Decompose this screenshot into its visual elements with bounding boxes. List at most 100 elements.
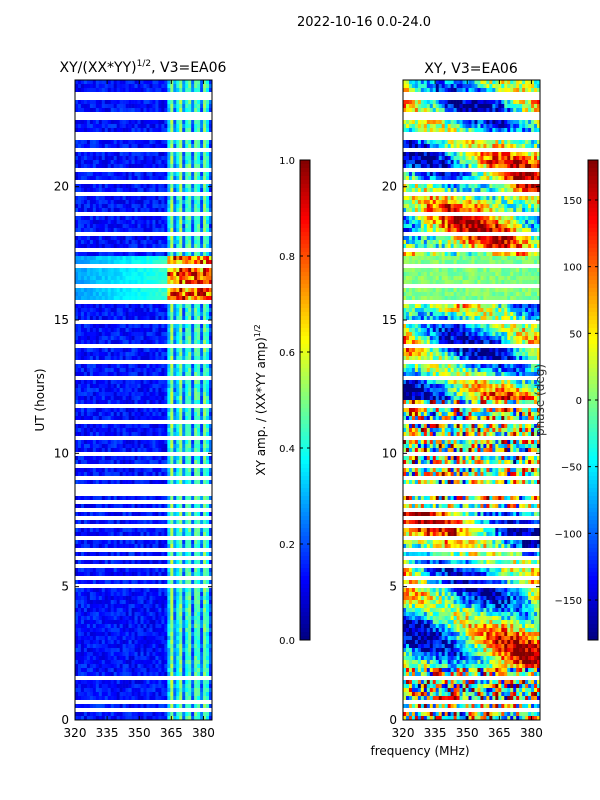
amp-heatmap-cell xyxy=(101,228,106,233)
amp-heatmap-cell xyxy=(89,304,94,309)
amp-heatmap-cell xyxy=(107,340,112,345)
amp-heatmap-cell xyxy=(167,372,171,377)
amp-heatmap-gap-row xyxy=(75,420,212,425)
amp-heatmap-cell xyxy=(86,628,91,633)
amp-heatmap-cell xyxy=(116,496,120,501)
amp-heatmap-cell xyxy=(101,144,106,149)
amp-heatmap-cell xyxy=(209,588,213,593)
amp-heatmap-cell xyxy=(158,472,162,477)
amp-heatmap-cell xyxy=(110,660,115,665)
amp-heatmap-cell xyxy=(176,144,180,149)
amp-heatmap-cell xyxy=(98,440,103,445)
amp-heatmap-cell xyxy=(140,456,144,461)
amp-heatmap-cell xyxy=(185,80,189,85)
amp-heatmap-cell xyxy=(140,408,144,413)
amp-heatmap-cell xyxy=(110,312,115,317)
amp-heatmap-cell xyxy=(197,104,201,109)
amp-heatmap-cell xyxy=(203,124,207,129)
amp-heatmap-cell xyxy=(122,304,126,309)
amp-heatmap-cell xyxy=(155,280,159,285)
amp-heatmap-cell xyxy=(146,356,150,361)
amp-heatmap-cell xyxy=(107,208,112,213)
amp-heatmap-cell xyxy=(143,432,147,437)
amp-heatmap-cell xyxy=(188,604,192,609)
amp-heatmap-cell xyxy=(161,340,165,345)
amp-heatmap-cell xyxy=(86,532,91,537)
amp-heatmap-cell xyxy=(158,544,162,549)
amp-heatmap-cell xyxy=(155,200,159,205)
amp-heatmap-cell xyxy=(95,532,100,537)
amp-heatmap-cell xyxy=(173,620,177,625)
amp-heatmap-cell xyxy=(125,412,129,417)
amp-heatmap-cell xyxy=(209,156,213,161)
amp-heatmap-cell xyxy=(89,540,94,545)
amp-heatmap-cell xyxy=(75,224,79,229)
amp-heatmap-cell xyxy=(116,544,120,549)
amp-heatmap-cell xyxy=(140,296,144,301)
amp-heatmap-cell xyxy=(86,504,91,509)
amp-heatmap-cell xyxy=(182,204,186,209)
amp-heatmap-cell xyxy=(200,428,204,433)
amp-heatmap-cell xyxy=(131,496,135,501)
amp-heatmap-cell xyxy=(80,648,85,653)
amp-heatmap-cell xyxy=(188,532,192,537)
amp-heatmap-cell xyxy=(209,204,213,209)
amp-heatmap-cell xyxy=(116,528,120,533)
amp-heatmap-cell xyxy=(155,356,159,361)
amp-heatmap-cell xyxy=(200,416,204,421)
amp-heatmap-cell xyxy=(176,288,180,293)
amp-heatmap-cell xyxy=(167,352,171,357)
amp-heatmap-cell xyxy=(134,372,138,377)
amp-heatmap-cell xyxy=(155,512,159,517)
amp-heatmap-cell xyxy=(155,364,159,369)
amp-heatmap-cell xyxy=(119,568,123,573)
amp-heatmap-cell xyxy=(203,164,207,169)
amp-heatmap-cell xyxy=(116,616,120,621)
amp-heatmap-cell xyxy=(197,164,201,169)
amp-heatmap-cell xyxy=(89,372,94,377)
amp-heatmap-cell xyxy=(155,120,159,125)
amp-heatmap-cell xyxy=(128,656,132,661)
amp-heatmap-cell xyxy=(146,416,150,421)
amp-heatmap-cell xyxy=(101,608,106,613)
amp-heatmap-cell xyxy=(200,272,204,277)
amp-heatmap-cell xyxy=(176,88,180,93)
amp-heatmap-cell xyxy=(167,660,171,665)
amp-heatmap-cell xyxy=(113,444,117,449)
amp-heatmap-cell xyxy=(107,252,112,257)
amp-plot-title: XY/(XX*YY)1/2, V3=EA06 xyxy=(60,59,227,76)
amp-heatmap-cell xyxy=(125,656,129,661)
amp-heatmap-cell xyxy=(146,84,150,89)
amp-heatmap-cell xyxy=(119,324,123,329)
amp-heatmap-cell xyxy=(200,616,204,621)
amp-heatmap-cell xyxy=(75,324,79,329)
amp-heatmap-cell xyxy=(146,648,150,653)
amp-heatmap-cell xyxy=(146,424,150,429)
amp-heatmap-cell xyxy=(149,540,153,545)
amp-heatmap-cell xyxy=(197,224,201,229)
amp-heatmap-cell xyxy=(170,216,174,221)
amp-heatmap-cell xyxy=(158,80,162,85)
amp-heatmap-cell xyxy=(182,104,186,109)
amp-heatmap-cell xyxy=(134,432,138,437)
amp-heatmap-gap-row xyxy=(75,488,212,493)
amp-heatmap-cell xyxy=(179,472,183,477)
amp-heatmap-cell xyxy=(200,504,204,509)
amp-heatmap-cell xyxy=(206,572,210,577)
amp-heatmap-cell xyxy=(191,308,195,313)
amp-heatmap-cell xyxy=(89,104,94,109)
amp-heatmap-cell xyxy=(125,620,129,625)
amp-heatmap-cell xyxy=(75,204,79,209)
amp-heatmap-cell xyxy=(170,496,174,501)
amp-heatmap-cell xyxy=(122,292,126,297)
amp-heatmap-cell xyxy=(101,340,106,345)
amp-heatmap-cell xyxy=(92,104,97,109)
amp-heatmap-cell xyxy=(173,124,177,129)
amp-heatmap-cell xyxy=(164,80,168,85)
amp-heatmap-cell xyxy=(75,512,79,517)
amp-heatmap-cell xyxy=(188,348,192,353)
amp-heatmap-cell xyxy=(143,380,147,385)
amp-heatmap-cell xyxy=(131,272,135,277)
amp-heatmap-cell xyxy=(146,664,150,669)
amp-heatmap-cell xyxy=(173,296,177,301)
